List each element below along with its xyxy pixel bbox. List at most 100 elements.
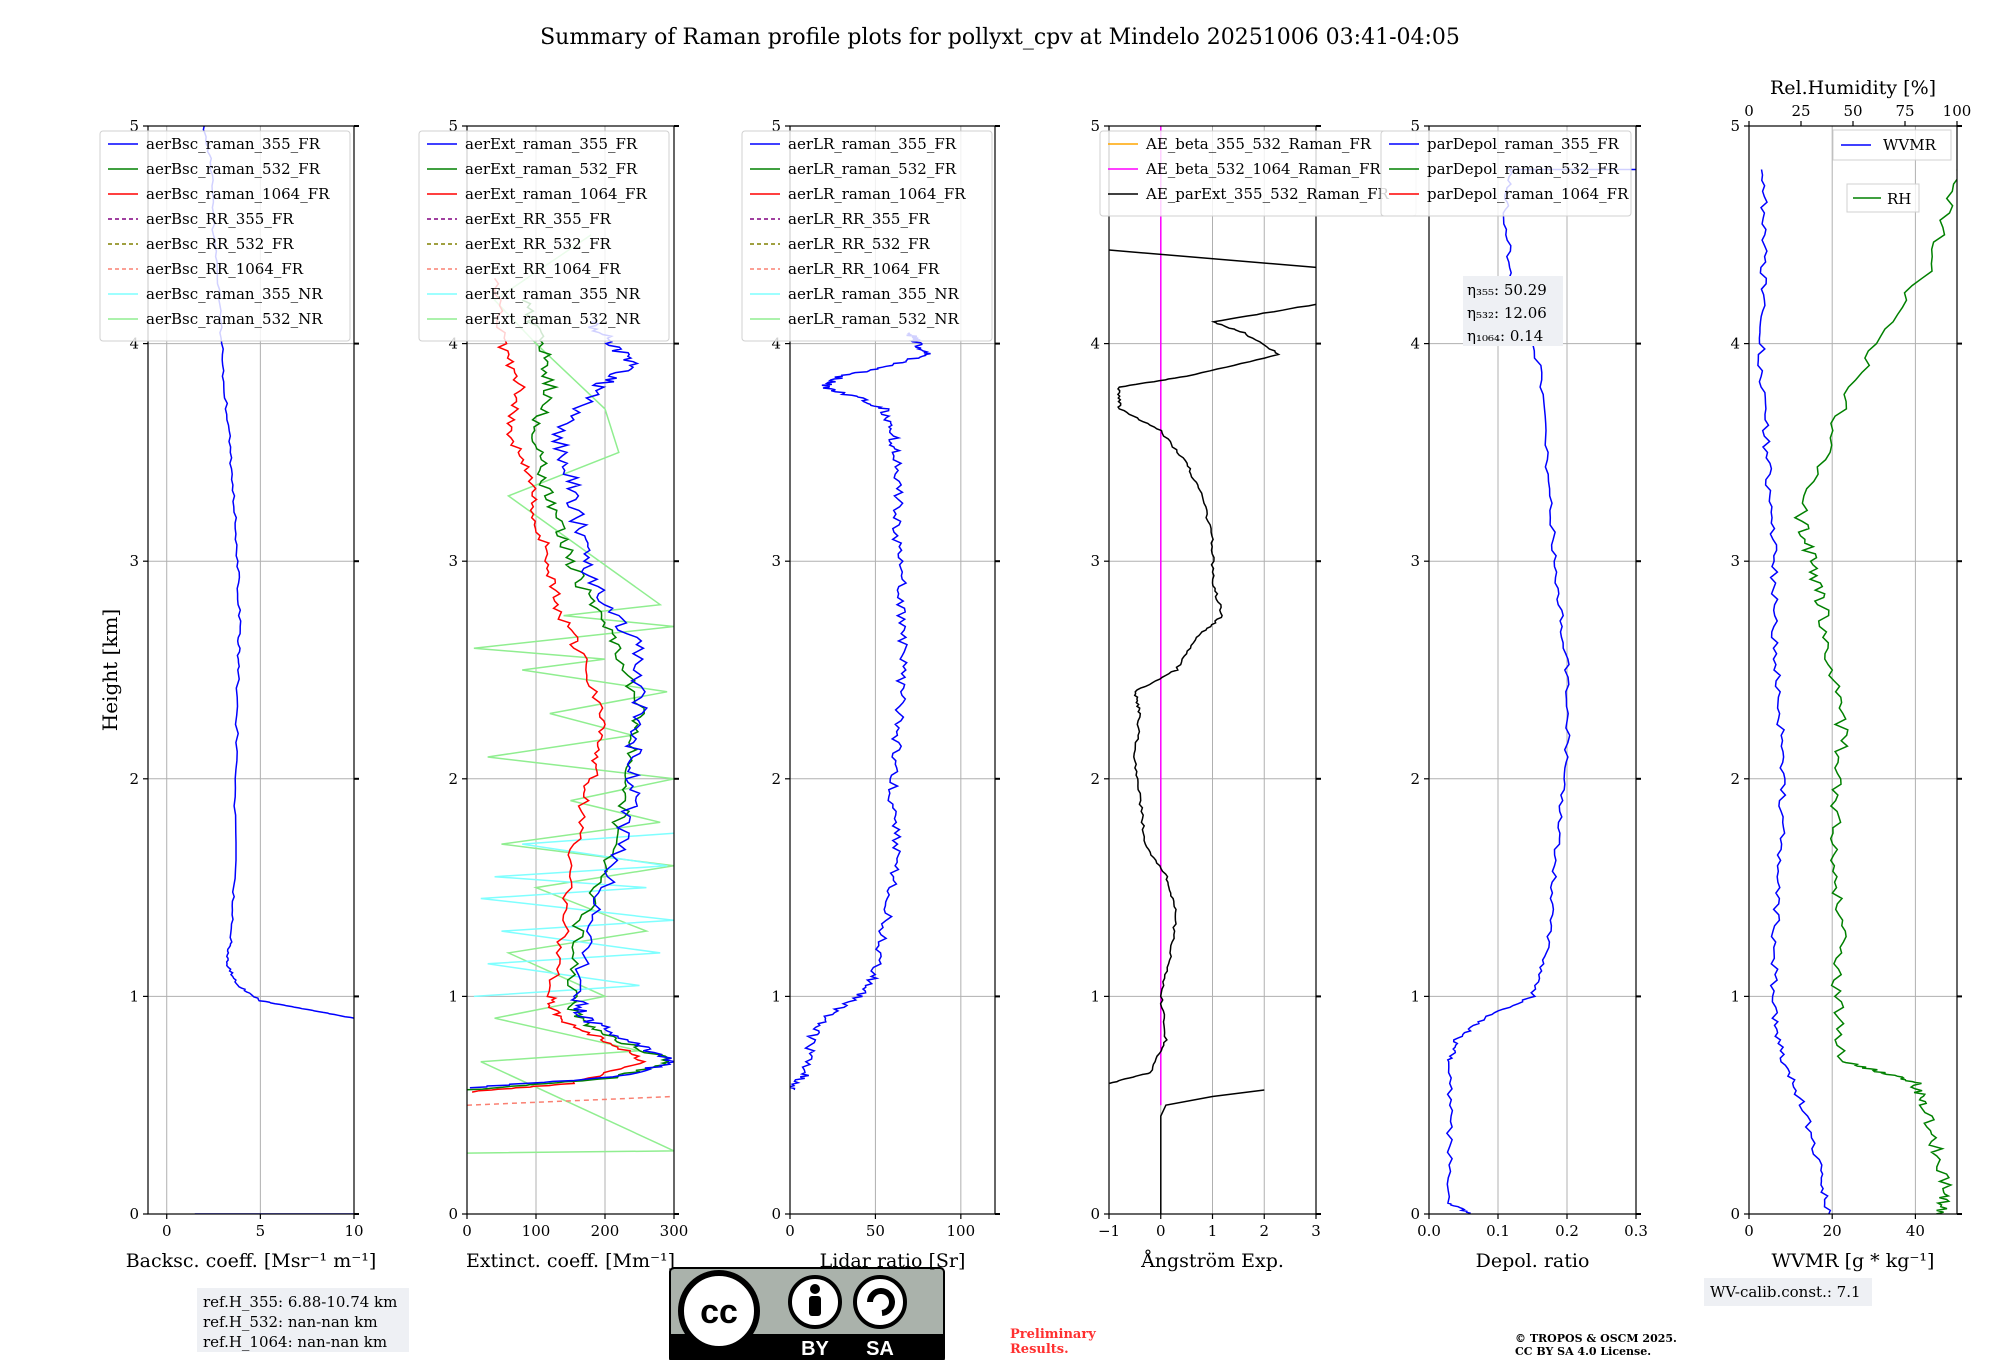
top-x-tick-label-1: 25: [1791, 102, 1810, 120]
y-tick-label-depol-5: 5: [1410, 117, 1420, 135]
legend-label-ae-0: AE_beta_355_532_Raman_FR: [1145, 135, 1372, 153]
y-tick-label-ae-5: 5: [1090, 117, 1100, 135]
y-axis-label: Height [km]: [98, 609, 122, 731]
series-AE_parExt_355_532_Raman_FR: [1109, 303, 1316, 1085]
legend-label-ext-0: aerExt_raman_355_FR: [465, 135, 638, 153]
legend-label-ae-2: AE_parExt_355_532_Raman_FR: [1145, 185, 1390, 203]
y-tick-label-depol-2: 2: [1410, 770, 1420, 788]
x-tick-label-ae-2: 1: [1208, 1222, 1218, 1240]
legend-label-wvmr: WVMR: [1883, 136, 1937, 154]
x-tick-label-wv-0: 0: [1744, 1222, 1754, 1240]
y-tick-label-wv-3: 3: [1730, 552, 1740, 570]
x-axis-label-lr: Lidar ratio [Sr]: [820, 1250, 966, 1272]
y-tick-label-lr-3: 3: [771, 552, 781, 570]
x-axis-label-ae: Ångström Exp.: [1140, 1250, 1284, 1272]
legend-label-ext-1: aerExt_raman_532_FR: [465, 160, 638, 178]
top-x-tick-label-4: 100: [1943, 102, 1972, 120]
y-tick-label-depol-1: 1: [1410, 987, 1420, 1005]
panel-ext: 0 1 2 3 4 5 0 100 200 300 Extinct. coeff. [Mm⁻¹] ae…: [418, 117, 689, 1272]
y-tick-label-wv-1: 1: [1730, 987, 1740, 1005]
by-icon-body: [809, 1296, 821, 1316]
legend-label-lr-7: aerLR_raman_532_NR: [788, 310, 959, 328]
panel-depol: 0 1 2 3 4 5 0.0 0.1 0.2 0.3 Depol. ratio parDepol_r…: [1380, 117, 1648, 1272]
y-tick-label-wv-2: 2: [1730, 770, 1740, 788]
legend-box-rh: [1846, 183, 1920, 213]
x-tick-label-depol-0: 0.0: [1417, 1222, 1441, 1240]
y-tick-label-ae-2: 2: [1090, 770, 1100, 788]
y-tick-label-ae-0: 0: [1090, 1205, 1100, 1223]
legend-label-bsc-5: aerBsc_RR_1064_FR: [146, 260, 304, 278]
preliminary-line2: Results.: [1010, 1342, 1069, 1357]
y-tick-label-lr-0: 0: [771, 1205, 781, 1223]
y-tick-label-ext-5: 5: [448, 117, 458, 135]
axes-frame-bsc: [147, 125, 355, 1215]
series-group-lr: [790, 332, 931, 1091]
x-tick-label-bsc-0: 0: [162, 1222, 172, 1240]
x-tick-label-ae-3: 2: [1259, 1222, 1269, 1240]
y-tick-label-lr-2: 2: [771, 770, 781, 788]
wv-calib-box: [1704, 1278, 1872, 1306]
x-tick-label-wv-1: 20: [1823, 1222, 1842, 1240]
legend-box-depol: [1380, 130, 1632, 217]
cc-icon: [678, 1270, 760, 1352]
sa-icon: [853, 1275, 907, 1329]
series-AE_parExt_355_532_Raman_FR_top: [1109, 249, 1316, 269]
y-tick-label-lr-5: 5: [771, 117, 781, 135]
legend-box-ext: [418, 130, 670, 342]
legend-label-ext-6: aerExt_raman_355_NR: [465, 285, 641, 303]
x-tick-label-bsc-2: 10: [344, 1222, 363, 1240]
top-axis-label: Rel.Humidity [%]: [1770, 77, 1936, 99]
series-aerExt_raman_532_FR: [467, 299, 670, 1091]
series-aerLR_raman_355_FR: [790, 332, 931, 1091]
legend-label-lr-1: aerLR_raman_532_FR: [788, 160, 957, 178]
x-tick-label-ext-2: 200: [591, 1222, 620, 1240]
legend-label-ext-3: aerExt_RR_355_FR: [465, 210, 612, 228]
x-tick-label-ae-4: 3: [1311, 1222, 1321, 1240]
y-tick-label-lr-4: 4: [771, 335, 781, 353]
series-aerExt_raman_1064_FR: [471, 277, 647, 1093]
legend-box-bsc: [99, 130, 351, 342]
y-tick-label-ext-0: 0: [448, 1205, 458, 1223]
legend-label-bsc-7: aerBsc_raman_532_NR: [146, 310, 323, 328]
by-label: BY: [801, 1338, 829, 1360]
figure-title: Summary of Raman profile plots for polly…: [540, 25, 1460, 50]
series-aerExt_RR_1064_FR: [467, 1095, 674, 1106]
ref-h-1064: ref.H_1064: nan-nan km: [203, 1333, 387, 1351]
copyright-line2: CC BY SA 4.0 License.: [1515, 1345, 1651, 1358]
legend-label-depol-2: parDepol_raman_1064_FR: [1427, 185, 1629, 203]
by-icon-head: [810, 1284, 820, 1294]
sa-label: SA: [866, 1338, 894, 1360]
x-tick-label-wv-2: 40: [1906, 1222, 1925, 1240]
legend-label-lr-3: aerLR_RR_355_FR: [788, 210, 930, 228]
top-x-tick-label-3: 75: [1895, 102, 1914, 120]
x-tick-label-ext-1: 100: [522, 1222, 551, 1240]
legend-label-lr-0: aerLR_raman_355_FR: [788, 135, 957, 153]
legend-label-depol-0: parDepol_raman_355_FR: [1427, 135, 1620, 153]
wv-calib-label: WV-calib.const.: 7.1: [1710, 1283, 1861, 1301]
ref-h-355: ref.H_355: 6.88-10.74 km: [203, 1293, 397, 1311]
series-group-wv: [1757, 169, 1957, 1214]
series-aerExt_raman_532_NR: [467, 234, 674, 1154]
ref-height-box: ref.H_355: 6.88-10.74 km ref.H_532: nan-…: [197, 1288, 409, 1352]
x-tick-label-lr-1: 50: [866, 1222, 885, 1240]
series-group-ext: [467, 234, 674, 1154]
legend-label-lr-4: aerLR_RR_532_FR: [788, 235, 930, 253]
x-axis-label-ext: Extinct. coeff. [Mm⁻¹]: [466, 1250, 675, 1272]
y-tick-label-ext-2: 2: [448, 770, 458, 788]
ref-h-532: ref.H_532: nan-nan km: [203, 1313, 378, 1331]
y-tick-label-ae-1: 1: [1090, 987, 1100, 1005]
top-x-tick-label-2: 50: [1843, 102, 1862, 120]
legend-label-ext-2: aerExt_raman_1064_FR: [465, 185, 647, 203]
x-tick-label-ext-3: 300: [660, 1222, 689, 1240]
y-tick-label-bsc-4: 4: [129, 335, 139, 353]
cc-icon-label: cc: [700, 1293, 738, 1331]
eta-label-2: η₁₀₆₄: 0.14: [1467, 327, 1543, 345]
legend-label-lr-5: aerLR_RR_1064_FR: [788, 260, 940, 278]
y-tick-label-wv-0: 0: [1730, 1205, 1740, 1223]
axes-frame-lr: [789, 125, 996, 1215]
series-RH: [1793, 169, 1957, 1214]
legend-label-lr-6: aerLR_raman_355_NR: [788, 285, 959, 303]
